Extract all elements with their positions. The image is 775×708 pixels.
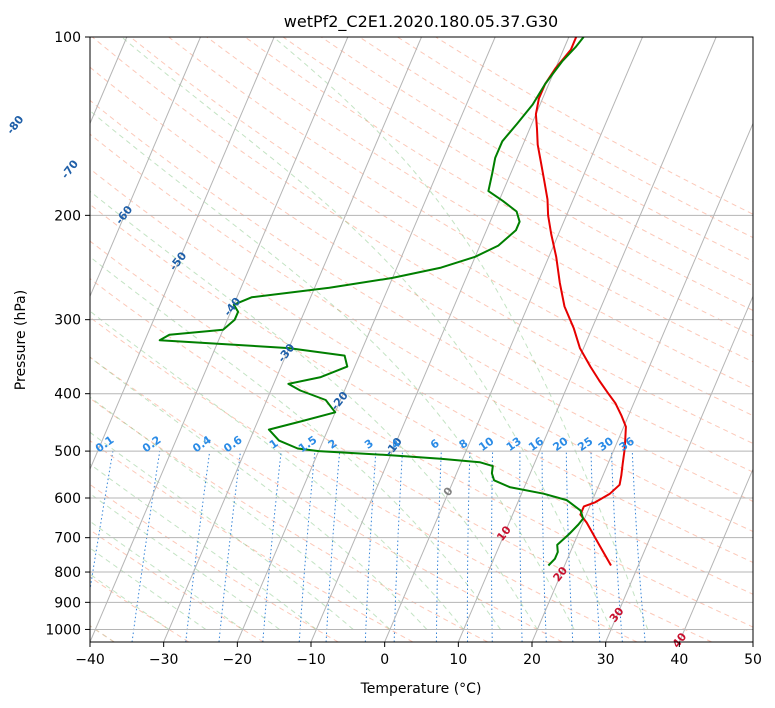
moist-adiabat bbox=[90, 310, 465, 630]
axes: −40 −30 −20 −10 0 10 20 30 40 50 100 200 300 400 500 60… bbox=[45, 30, 762, 668]
isotherm-line bbox=[678, 467, 753, 642]
dry-adiabat bbox=[90, 203, 753, 595]
background-lines bbox=[90, 37, 753, 642]
grid bbox=[90, 37, 753, 642]
plot-frame bbox=[89, 36, 754, 643]
moist-adiabat bbox=[90, 190, 538, 630]
dry-adiabat bbox=[90, 483, 339, 642]
series bbox=[158, 37, 627, 567]
dry-adiabat bbox=[90, 397, 488, 642]
moist-adiabat bbox=[90, 431, 354, 630]
x-tick-label: 40 bbox=[670, 652, 688, 668]
isotherm-line bbox=[531, 122, 753, 642]
mixing-ratio-line bbox=[298, 451, 316, 642]
isotherm-line bbox=[310, 37, 570, 642]
mixing-ratio-line bbox=[631, 451, 646, 642]
x-tick-label: 30 bbox=[597, 652, 615, 668]
isotherm-line bbox=[605, 295, 753, 642]
isotherm-line bbox=[457, 37, 717, 642]
x-tick-label: 10 bbox=[449, 652, 467, 668]
y-tick-label: 200 bbox=[54, 208, 81, 224]
isotherm-line bbox=[236, 37, 496, 642]
moist-adiabat bbox=[90, 110, 575, 630]
dewpoint-profile-line bbox=[158, 37, 585, 567]
x-tick-label: −10 bbox=[296, 652, 326, 668]
y-tick-label: 700 bbox=[54, 531, 81, 547]
y-tick-label: 500 bbox=[54, 444, 81, 460]
isotherm-line bbox=[90, 37, 275, 471]
dry-adiabat bbox=[90, 66, 753, 473]
dry-adiabat bbox=[206, 37, 753, 363]
x-tick-label: −20 bbox=[223, 652, 253, 668]
mixing-ratio-line bbox=[262, 451, 282, 642]
x-tick-label: 50 bbox=[744, 652, 762, 668]
moist-adiabat bbox=[121, 37, 612, 630]
moist-adiabat bbox=[90, 547, 207, 630]
moist-adiabat bbox=[90, 256, 501, 630]
temperature-profile-line bbox=[534, 37, 627, 566]
y-tick-label: 1000 bbox=[45, 622, 81, 638]
isotherm-line bbox=[90, 37, 201, 298]
y-axis-title: Pressure (hPa) bbox=[13, 290, 29, 390]
isotherm-line bbox=[384, 37, 643, 642]
dry-adiabat bbox=[90, 240, 753, 628]
dry-adiabat bbox=[90, 356, 563, 642]
moist-adiabat bbox=[90, 356, 428, 630]
x-tick-label: 0 bbox=[380, 652, 389, 668]
y-tick-label: 400 bbox=[54, 387, 81, 403]
moist-adiabat bbox=[90, 520, 243, 630]
y-tick-label: 800 bbox=[54, 565, 81, 581]
y-tick-label: 900 bbox=[54, 595, 81, 611]
isotherm-line bbox=[90, 37, 349, 642]
x-tick-label: −40 bbox=[75, 652, 105, 668]
dry-adiabat bbox=[282, 37, 753, 312]
x-tick-label: −30 bbox=[149, 652, 179, 668]
x-axis-title: Temperature (°C) bbox=[360, 681, 482, 697]
y-tick-label: 300 bbox=[54, 313, 81, 329]
dry-adiabat bbox=[90, 168, 753, 563]
dry-adiabat bbox=[90, 133, 753, 533]
mixing-ratio-line bbox=[90, 451, 114, 593]
mixing-ratio-line bbox=[218, 451, 241, 642]
moist-adiabat bbox=[273, 37, 649, 630]
moist-adiabat bbox=[90, 573, 170, 630]
moist-adiabat bbox=[90, 396, 391, 630]
isotherm-line bbox=[163, 37, 422, 642]
x-tick-label: 20 bbox=[523, 652, 541, 668]
mixing-ratio-line bbox=[185, 451, 211, 642]
dry-adiabat bbox=[130, 37, 753, 417]
y-tick-label: 100 bbox=[54, 30, 81, 46]
y-tick-label: 600 bbox=[54, 491, 81, 507]
chart-title: wetPf2_C2E1.2020.180.05.37.G30 bbox=[284, 12, 558, 32]
